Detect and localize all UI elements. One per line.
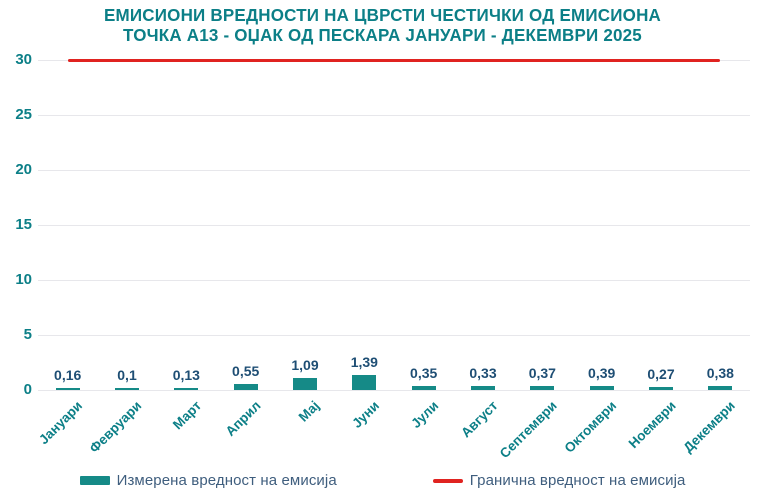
x-axis-tick-label-Декември: Декември xyxy=(680,398,738,456)
x-axis-tick-label-Октомври: Октомври xyxy=(561,398,620,456)
y-axis-tick-label-30: 30 xyxy=(15,51,32,68)
limit-line-swatch-icon xyxy=(432,478,463,483)
bar-Мај xyxy=(293,378,317,390)
x-axis-tick-label-Јануари: Јануари xyxy=(36,398,86,448)
legend-label-measured: Измерена вредност на емисија xyxy=(116,472,337,489)
legend-item-limit-value: Гранична вредност на емисија xyxy=(432,472,686,489)
bar-value-label-Август: 0,33 xyxy=(469,365,497,382)
gridline-y-5 xyxy=(38,334,750,336)
bar-Декември xyxy=(708,385,733,390)
y-axis-tick-label-0: 0 xyxy=(23,381,32,398)
chart-title-line-2: ТОЧКА А13 - ОЏАК ОД ПЕСКАРА ЈАНУАРИ - ДЕ… xyxy=(123,25,642,46)
bar-value-label-Јули: 0,35 xyxy=(410,365,438,382)
bar-value-label-Октомври: 0,39 xyxy=(588,364,616,381)
bar-Април xyxy=(233,383,258,390)
bar-Август xyxy=(471,386,495,390)
gridline-y-25 xyxy=(38,114,750,116)
y-axis-tick-label-15: 15 xyxy=(15,216,32,233)
measured-series-swatch-icon xyxy=(79,476,110,485)
chart-title-line-1: ЕМИСИОНИ ВРЕДНОСТИ НА ЦВРСТИ ЧЕСТИЧКИ ОД… xyxy=(103,5,662,26)
bar-Ноември xyxy=(649,387,673,390)
bar-Октомври xyxy=(589,385,614,390)
bar-value-label-Февруари: 0,1 xyxy=(117,367,137,383)
bar-Јуни xyxy=(352,374,377,390)
bar-value-label-Септември: 0,37 xyxy=(528,364,556,381)
x-axis-tick-label-Ноември: Ноември xyxy=(625,398,679,452)
x-axis-tick-label-Септември: Септември xyxy=(496,398,560,462)
legend-item-measured-value: Измерена вредност на емисија xyxy=(79,472,337,489)
x-axis-tick-label-Јули: Јули xyxy=(408,398,442,432)
gridline-y-15 xyxy=(38,224,750,226)
bar-value-label-Април: 0,55 xyxy=(232,362,260,379)
bar-Јануари xyxy=(55,388,80,390)
bar-value-label-Декември: 0,38 xyxy=(706,364,734,381)
plot-area: 0,16 Јануари 0,1 Февруари 0,13 Март 0,55 Април 1… xyxy=(36,58,750,461)
x-axis-tick-label-Август: Август xyxy=(458,398,501,441)
bar-Февруари xyxy=(115,388,139,390)
bar-value-label-Март: 0,13 xyxy=(172,367,200,383)
y-axis-tick-label-5: 5 xyxy=(23,326,32,343)
x-axis-tick-label-Март: Март xyxy=(169,398,204,433)
x-axis-tick-label-Февруари: Февруари xyxy=(86,398,145,456)
chart-title: ЕМИСИОНИ ВРЕДНОСТИ НА ЦВРСТИ ЧЕСТИЧКИ ОД… xyxy=(0,6,765,46)
x-axis-tick-label-Април: Април xyxy=(222,398,264,440)
y-axis-tick-label-20: 20 xyxy=(15,161,32,178)
bar-Јули xyxy=(411,386,436,390)
bar-Септември xyxy=(530,385,555,390)
bar-value-label-Јуни: 1,39 xyxy=(350,353,378,370)
gridline-y-10 xyxy=(38,279,750,281)
bar-value-label-Мај: 1,09 xyxy=(291,357,319,374)
bar-Март xyxy=(174,388,199,390)
legend: Измерена вредност на емисија Гранична вр… xyxy=(0,472,765,489)
y-axis-tick-label-10: 10 xyxy=(15,271,32,288)
x-axis-tick-label-Мај: Мај xyxy=(295,398,323,425)
gridline-y-20 xyxy=(38,169,750,171)
bar-value-label-Јануари: 0,16 xyxy=(54,367,82,383)
limit-value-line xyxy=(67,58,721,62)
bar-value-label-Ноември: 0,27 xyxy=(647,366,675,383)
gridline-y-0 xyxy=(38,389,750,391)
x-axis-tick-label-Јуни: Јуни xyxy=(349,398,382,431)
legend-label-limit: Гранична вредност на емисија xyxy=(469,472,686,489)
y-axis-tick-label-25: 25 xyxy=(15,106,32,123)
